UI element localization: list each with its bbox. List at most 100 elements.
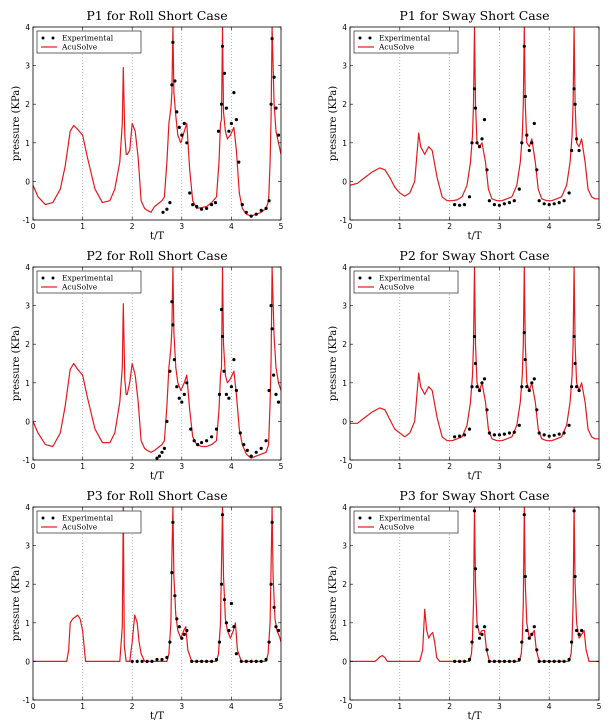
data-point-experimental xyxy=(523,358,527,362)
data-point-experimental xyxy=(517,187,521,191)
data-point-experimental xyxy=(507,201,511,205)
x-tick-label: 1 xyxy=(397,462,402,471)
data-point-experimental xyxy=(210,203,214,207)
axes-frame xyxy=(349,266,600,461)
data-point-experimental xyxy=(502,659,506,664)
y-tick-label: 0 xyxy=(342,417,347,426)
data-point-experimental xyxy=(170,300,174,304)
plot-area xyxy=(350,27,599,207)
legend-label: Experimental xyxy=(62,34,114,43)
data-point-experimental xyxy=(467,195,472,199)
data-point-experimental xyxy=(224,392,228,396)
legend-marker-experimental xyxy=(368,36,372,40)
data-point-experimental xyxy=(502,202,506,206)
data-point-experimental xyxy=(222,71,227,75)
data-point-experimental xyxy=(267,388,271,393)
data-point-experimental xyxy=(577,148,581,153)
data-point-experimental xyxy=(200,441,204,445)
data-point-experimental xyxy=(525,133,529,137)
data-point-experimental xyxy=(195,204,199,209)
data-point-experimental xyxy=(453,435,457,439)
data-point-experimental xyxy=(195,659,199,664)
series-line-acusolve xyxy=(350,507,599,662)
series-line-acusolve xyxy=(350,267,599,442)
data-point-experimental xyxy=(173,594,177,598)
data-point-experimental xyxy=(205,659,209,664)
data-point-experimental xyxy=(135,659,139,664)
data-point-experimental xyxy=(254,212,258,216)
x-tick-label: 4 xyxy=(229,702,234,711)
legend-marker-experimental xyxy=(51,36,55,40)
data-point-experimental xyxy=(462,433,467,437)
data-point-experimental xyxy=(267,199,271,203)
data-point-experimental xyxy=(525,628,529,633)
data-point-experimental xyxy=(155,456,159,460)
x-tick-label: 5 xyxy=(279,222,284,231)
data-point-experimental xyxy=(267,640,271,644)
chart-title: P2 for Roll Short Case xyxy=(86,248,227,263)
data-point-experimental xyxy=(192,439,196,443)
data-point-experimental xyxy=(527,148,531,153)
data-point-experimental xyxy=(219,582,224,586)
data-point-experimental xyxy=(570,148,574,153)
data-point-experimental xyxy=(552,659,556,664)
data-point-experimental xyxy=(254,450,258,454)
data-point-experimental xyxy=(547,659,551,664)
data-point-experimental xyxy=(177,125,181,129)
data-point-experimental xyxy=(161,210,165,214)
data-point-experimental xyxy=(160,657,164,662)
legend-label: AcuSolve xyxy=(378,523,415,532)
y-axis-label: pressure (KPa) xyxy=(11,566,22,641)
data-point-experimental xyxy=(462,203,467,207)
data-point-experimental xyxy=(224,621,228,625)
data-point-experimental xyxy=(160,450,164,454)
data-point-experimental xyxy=(264,657,268,662)
chart-title: P3 for Roll Short Case xyxy=(86,488,227,503)
y-tick-label: 3 xyxy=(342,302,347,311)
data-point-experimental xyxy=(264,206,268,210)
data-point-experimental xyxy=(239,659,243,664)
y-tick-label: -1 xyxy=(340,456,348,465)
data-point-experimental xyxy=(249,454,253,458)
y-tick-label: 0 xyxy=(342,657,347,666)
y-tick-label: -1 xyxy=(340,696,348,705)
y-tick-label: 1 xyxy=(342,139,347,148)
data-point-experimental xyxy=(175,110,179,114)
y-tick-label: 2 xyxy=(25,580,30,589)
data-point-experimental xyxy=(482,625,487,629)
data-point-experimental xyxy=(210,659,214,664)
axes-frame xyxy=(32,506,282,701)
y-tick-label: 4 xyxy=(342,263,347,272)
data-point-experimental xyxy=(276,628,281,633)
data-point-experimental xyxy=(168,640,172,644)
data-point-experimental xyxy=(552,433,556,437)
data-point-experimental xyxy=(224,106,228,110)
data-point-experimental xyxy=(517,423,521,427)
x-tick-label: 5 xyxy=(597,702,602,711)
x-axis-label: t/T xyxy=(467,471,481,482)
data-point-experimental xyxy=(512,199,516,203)
legend-label: Experimental xyxy=(379,274,431,283)
axes-frame xyxy=(349,506,600,701)
data-point-experimental xyxy=(532,121,536,126)
y-axis-label: pressure (KPa) xyxy=(328,566,339,641)
y-tick-label: 3 xyxy=(25,542,30,551)
data-point-experimental xyxy=(537,431,541,435)
data-point-experimental xyxy=(229,121,233,126)
data-point-experimental xyxy=(229,601,233,606)
legend-marker-experimental xyxy=(358,276,362,280)
series-line-acusolve xyxy=(33,507,281,662)
data-point-experimental xyxy=(219,102,224,106)
data-point-experimental xyxy=(502,432,506,436)
legend-marker-experimental xyxy=(358,36,362,40)
data-point-experimental xyxy=(274,392,278,396)
data-point-experimental xyxy=(475,141,479,145)
data-point-experimental xyxy=(168,369,172,373)
legend-label: AcuSolve xyxy=(378,283,415,292)
x-tick-label: 3 xyxy=(497,702,502,711)
data-point-experimental xyxy=(162,446,166,450)
data-point-experimental xyxy=(535,168,539,172)
y-tick-label: 1 xyxy=(25,139,30,148)
series-line-acusolve xyxy=(33,27,281,217)
